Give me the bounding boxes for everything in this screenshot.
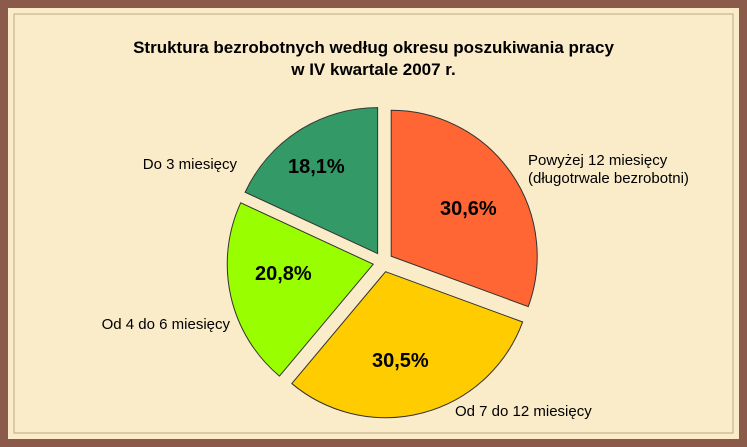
pie-slice (291, 271, 524, 419)
value-label: 20,8% (255, 263, 312, 285)
chart-title: Struktura bezrobotnych według okresu pos… (133, 38, 614, 57)
value-label: 30,5% (372, 350, 429, 372)
category-label: Do 3 miesięcy (142, 156, 237, 173)
category-label: Od 4 do 6 miesięcy (101, 316, 230, 333)
pie-slice (226, 202, 375, 377)
category-label: Od 7 do 12 miesięcy (455, 403, 592, 420)
value-label: 30,6% (440, 198, 497, 220)
inner-frame (13, 13, 734, 434)
value-label: 18,1% (288, 156, 345, 178)
chart-title: w IV kwartale 2007 r. (291, 60, 456, 79)
pie-slice (244, 107, 379, 255)
category-label: Powyżej 12 miesięcy (długotrwale bezrobo… (528, 152, 689, 187)
pie-slice (390, 109, 538, 308)
